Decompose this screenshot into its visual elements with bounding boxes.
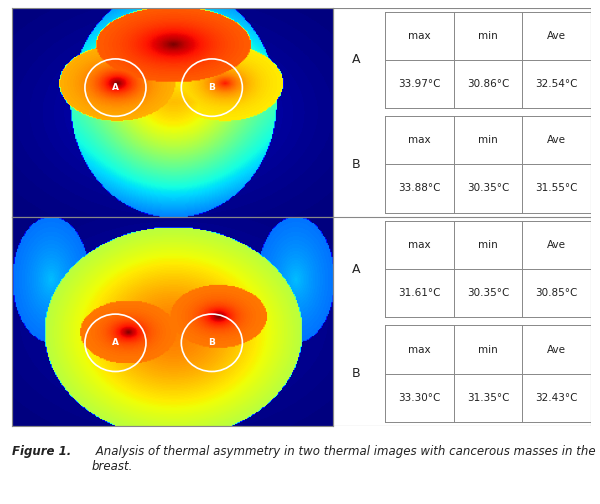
Text: A: A [112,83,119,92]
Text: B: B [208,338,215,347]
Text: min: min [478,240,498,250]
Text: 30.35°C: 30.35°C [467,288,509,298]
Text: max: max [408,136,431,145]
Text: B: B [208,83,215,92]
Text: 32.43°C: 32.43°C [535,393,578,403]
Text: 30.35°C: 30.35°C [467,183,509,194]
Text: max: max [408,240,431,250]
Text: Ave: Ave [547,136,566,145]
Text: 31.61°C: 31.61°C [398,288,440,298]
Text: min: min [478,31,498,41]
Text: A: A [112,338,119,347]
Text: 32.54°C: 32.54°C [535,79,578,89]
Text: B: B [352,158,361,171]
Text: Analysis of thermal asymmetry in two thermal images with cancerous masses in the: Analysis of thermal asymmetry in two the… [92,446,596,473]
Text: A: A [352,53,361,67]
Text: Ave: Ave [547,345,566,354]
Text: 33.97°C: 33.97°C [398,79,440,89]
Text: max: max [408,31,431,41]
Text: min: min [478,136,498,145]
Text: B: B [352,367,361,380]
Text: 30.85°C: 30.85°C [535,288,578,298]
Text: max: max [408,345,431,354]
Text: 31.55°C: 31.55°C [535,183,578,194]
Text: Figure 1.: Figure 1. [12,446,71,459]
Text: min: min [478,345,498,354]
Text: 33.88°C: 33.88°C [398,183,440,194]
Text: 33.30°C: 33.30°C [398,393,440,403]
Text: 31.35°C: 31.35°C [467,393,509,403]
Text: Ave: Ave [547,240,566,250]
Text: Ave: Ave [547,31,566,41]
Text: A: A [352,263,361,276]
Text: 30.86°C: 30.86°C [467,79,509,89]
